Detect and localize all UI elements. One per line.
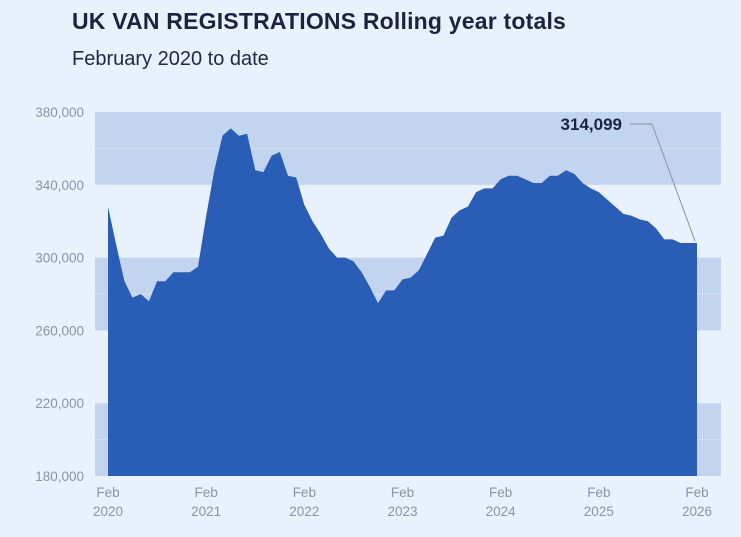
x-tick-month: Feb: [685, 485, 708, 500]
x-tick-year: 2026: [682, 504, 712, 519]
x-tick-year: 2022: [289, 504, 319, 519]
x-tick-year: 2021: [191, 504, 221, 519]
x-tick-month: Feb: [96, 485, 119, 500]
x-tick-month: Feb: [195, 485, 218, 500]
x-tick-year: 2025: [584, 504, 614, 519]
y-tick-label: 300,000: [35, 251, 84, 266]
x-tick-year: 2020: [93, 504, 123, 519]
y-tick-label: 260,000: [35, 323, 84, 338]
x-tick-month: Feb: [587, 485, 610, 500]
x-tick-year: 2024: [486, 504, 517, 519]
y-axis-labels: 180,000 220,000 260,000 300,000 340,000 380,0…: [35, 105, 84, 484]
chart-title: UK VAN REGISTRATIONS Rolling year totals: [72, 8, 567, 34]
annotation-label: 314,099: [561, 115, 622, 134]
y-tick-label: 340,000: [35, 178, 84, 193]
x-tick-year: 2023: [387, 504, 417, 519]
area-series: [108, 128, 697, 476]
y-tick-label: 220,000: [35, 396, 84, 411]
x-tick-month: Feb: [391, 485, 414, 500]
x-tick-month: Feb: [293, 485, 316, 500]
x-tick-month: Feb: [489, 485, 512, 500]
annotation: 314,099: [561, 115, 696, 242]
x-axis-labels: Feb 2020 Feb 2021 Feb 2022 Feb 2023 Feb 2024 Feb 20…: [93, 485, 712, 519]
annotation-leader-line: [630, 123, 696, 242]
chart-subtitle: February 2020 to date: [72, 48, 269, 70]
y-tick-label: 180,000: [35, 469, 84, 484]
area-fill: [108, 128, 697, 476]
y-tick-label: 380,000: [35, 105, 84, 120]
